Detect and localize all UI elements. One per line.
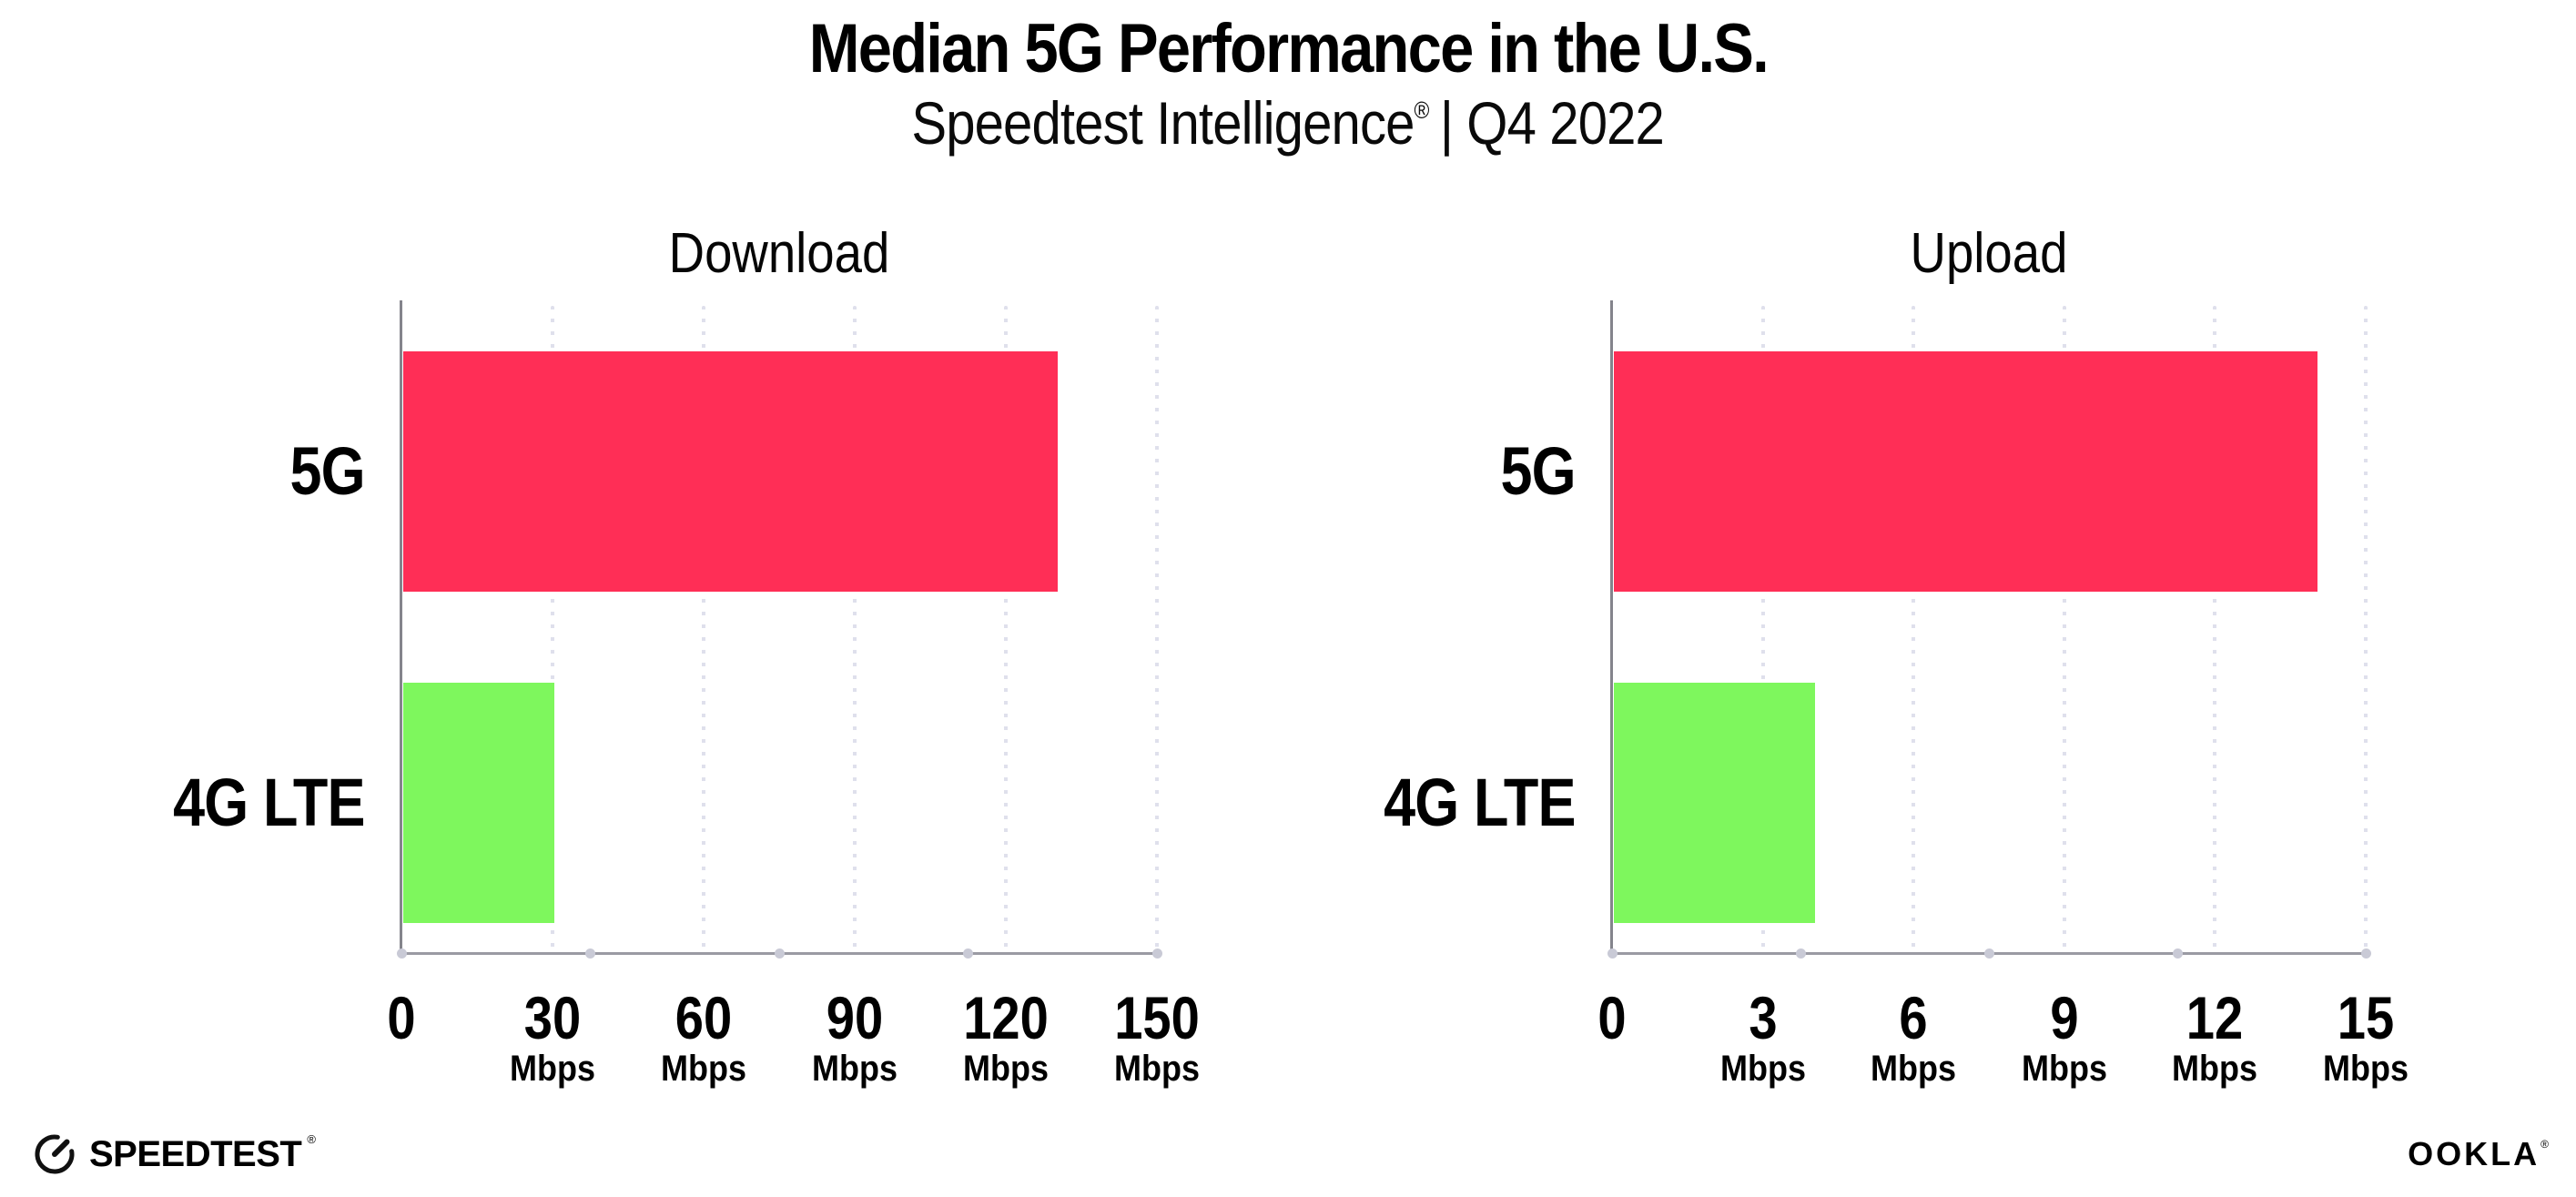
axis-dot-upload <box>1607 948 1618 959</box>
tick-label-download-90-text: 90 <box>826 984 884 1051</box>
subtitle-brand: Speedtest Intelligence <box>911 89 1415 157</box>
speedtest-registered-mark-icon: ® <box>307 1132 316 1146</box>
bar-upload-5g <box>1614 351 2317 592</box>
tick-label-download-90: 90 <box>821 988 887 1048</box>
y-axis-line-upload <box>1610 300 1613 955</box>
subtitle-period: | Q4 2022 <box>1440 89 1665 157</box>
tick-label-upload-15: 15 <box>2332 988 2399 1048</box>
tick-unit-download-90: Mbps <box>807 1050 902 1087</box>
tick-label-upload-9-text: 9 <box>2050 984 2079 1051</box>
tick-unit-upload-12-text: Mbps <box>2172 1049 2258 1089</box>
axis-dot-upload <box>2360 948 2371 959</box>
axis-dot-download <box>396 948 407 959</box>
tick-label-download-150-text: 150 <box>1114 984 1200 1051</box>
tick-label-upload-9: 9 <box>2047 988 2081 1048</box>
tick-label-download-0: 0 <box>385 988 419 1048</box>
tick-unit-download-60: Mbps <box>656 1050 751 1087</box>
tick-unit-download-60-text: Mbps <box>661 1049 746 1089</box>
tick-unit-upload-9-text: Mbps <box>2021 1049 2107 1089</box>
ookla-wordmark: OOKLA <box>2408 1135 2541 1172</box>
gridline-download-150 <box>1155 306 1159 948</box>
gridline-upload-3 <box>1760 306 1765 948</box>
tick-unit-upload-6-text: Mbps <box>1871 1049 1957 1089</box>
axis-dot-download <box>963 948 973 959</box>
category-label-download-4g-lte: 4G LTE <box>0 765 366 841</box>
tick-unit-download-150: Mbps <box>1110 1050 1204 1087</box>
tick-label-download-120-text: 120 <box>963 984 1049 1051</box>
gridline-upload-15 <box>2364 306 2368 948</box>
category-label-upload-5g: 5G <box>1193 433 1577 510</box>
gridline-upload-12 <box>2213 306 2217 948</box>
tick-label-upload-0: 0 <box>1596 988 1629 1048</box>
bar-upload-4g-lte <box>1614 683 1815 923</box>
gridline-download-30 <box>551 306 554 948</box>
tick-unit-download-120-text: Mbps <box>963 1049 1049 1089</box>
gridline-upload-6 <box>1912 306 1916 948</box>
tick-label-download-60-text: 60 <box>674 984 733 1051</box>
tick-label-download-30: 30 <box>519 988 585 1048</box>
tick-label-upload-0-text: 0 <box>1597 984 1627 1051</box>
axis-dot-download <box>585 948 595 959</box>
axis-dot-upload <box>1795 948 1806 959</box>
category-label-upload-4g-lte: 4G LTE <box>1193 765 1577 841</box>
axis-dot-download <box>774 948 785 959</box>
chart-title-upload-text: Upload <box>1910 222 2068 285</box>
tick-unit-download-30: Mbps <box>505 1050 600 1087</box>
tick-unit-upload-6: Mbps <box>1866 1050 1961 1087</box>
category-label-upload-5g-text: 5G <box>1500 433 1577 509</box>
category-label-download-5g: 5G <box>0 433 366 510</box>
tick-unit-upload-12: Mbps <box>2167 1050 2262 1087</box>
category-label-download-5g-text: 5G <box>289 433 366 509</box>
page-title-text: Median 5G Performance in the U.S. <box>808 10 1769 87</box>
registered-mark-icon: ® <box>1414 96 1430 124</box>
category-label-download-4g-lte-text: 4G LTE <box>173 765 366 840</box>
tick-unit-upload-3: Mbps <box>1715 1050 1810 1087</box>
tick-label-download-120: 120 <box>956 988 1056 1048</box>
speedtest-logo: SPEEDTEST ® <box>33 1131 316 1178</box>
tick-label-upload-12: 12 <box>2182 988 2248 1048</box>
page-title: Median 5G Performance in the U.S. <box>0 15 2576 84</box>
tick-unit-download-150-text: Mbps <box>1114 1049 1200 1089</box>
tick-label-upload-12-text: 12 <box>2186 984 2244 1051</box>
tick-unit-upload-15-text: Mbps <box>2323 1049 2409 1089</box>
bar-download-4g-lte <box>403 683 554 923</box>
tick-label-upload-6-text: 6 <box>1899 984 1928 1051</box>
tick-label-upload-15-text: 15 <box>2337 984 2395 1051</box>
ookla-logo: OOKLA ® <box>2408 1138 2549 1171</box>
tick-label-download-0-text: 0 <box>387 984 416 1051</box>
tick-label-upload-3-text: 3 <box>1748 984 1778 1051</box>
tick-unit-download-90-text: Mbps <box>812 1049 898 1089</box>
gridline-download-120 <box>1004 306 1008 948</box>
y-axis-line-download <box>400 300 402 955</box>
gridline-download-90 <box>853 306 857 948</box>
gridline-upload-9 <box>2062 306 2066 948</box>
chart-title-download: Download <box>654 226 905 282</box>
gridline-download-60 <box>702 306 705 948</box>
chart-title-upload: Upload <box>1900 226 2078 282</box>
speedtest-gauge-icon <box>35 1134 75 1174</box>
axis-dot-upload <box>2172 948 2183 959</box>
tick-label-upload-3: 3 <box>1746 988 1780 1048</box>
tick-unit-upload-15: Mbps <box>2318 1050 2413 1087</box>
category-label-upload-4g-lte-text: 4G LTE <box>1384 765 1577 840</box>
ookla-registered-mark-icon: ® <box>2541 1138 2549 1151</box>
tick-label-download-30-text: 30 <box>523 984 582 1051</box>
tick-unit-upload-9: Mbps <box>2017 1050 2112 1087</box>
tick-label-download-150: 150 <box>1107 988 1207 1048</box>
tick-unit-upload-3-text: Mbps <box>1719 1049 1806 1089</box>
tick-label-download-60: 60 <box>670 988 736 1048</box>
tick-unit-download-30-text: Mbps <box>510 1049 595 1089</box>
axis-dot-upload <box>1983 948 1994 959</box>
bar-download-5g <box>403 351 1058 592</box>
axis-dot-download <box>1151 948 1162 959</box>
tick-label-upload-6: 6 <box>1897 988 1931 1048</box>
chart-title-download-text: Download <box>668 222 890 285</box>
tick-unit-download-120: Mbps <box>958 1050 1053 1087</box>
speedtest-wordmark: SPEEDTEST <box>89 1134 302 1174</box>
page-subtitle: Speedtest Intelligence® | Q4 2022 <box>0 93 2576 153</box>
